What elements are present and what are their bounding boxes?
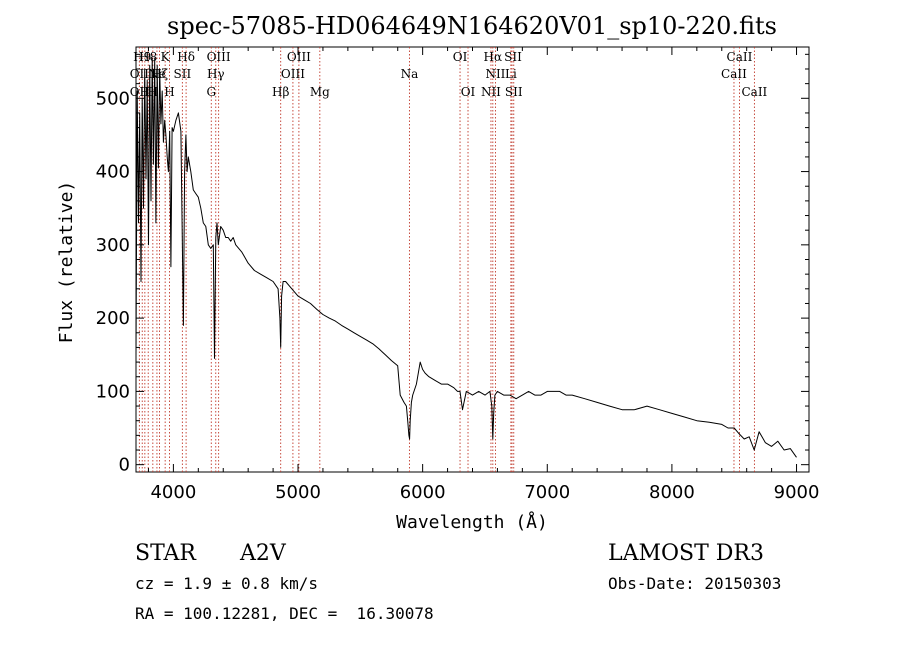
line-label: H8 bbox=[139, 50, 157, 64]
line-label: SII bbox=[174, 67, 192, 81]
redshift-cz: cz = 1.9 ± 0.8 km/s bbox=[135, 574, 318, 593]
chart-title: spec-57085-HD064649N164620V01_sp10-220.f… bbox=[167, 12, 777, 40]
x-tick-label: 6000 bbox=[400, 482, 446, 503]
plot-frame bbox=[135, 46, 810, 473]
line-label: OIII bbox=[281, 67, 305, 81]
y-tick-label: 0 bbox=[119, 455, 130, 476]
plot-border bbox=[135, 46, 810, 473]
survey-name: LAMOST DR3 bbox=[608, 541, 764, 566]
line-label: SII bbox=[504, 50, 522, 64]
line-label: Na bbox=[401, 67, 419, 81]
coordinates: RA = 100.12281, DEC = 16.30078 bbox=[135, 604, 434, 623]
x-tick-label: 4000 bbox=[150, 482, 196, 503]
line-label: CaII bbox=[727, 50, 753, 64]
y-tick-label: 500 bbox=[96, 88, 130, 109]
y-axis-label: Flux (relative) bbox=[56, 181, 77, 344]
line-label: Li bbox=[505, 67, 517, 81]
y-tick-label: 200 bbox=[96, 308, 130, 329]
line-label: CaII bbox=[741, 85, 767, 99]
line-label: H bbox=[164, 85, 174, 99]
line-label: CaII bbox=[721, 67, 747, 81]
y-tick-label: 300 bbox=[96, 235, 130, 256]
line-label: OIII bbox=[207, 50, 231, 64]
axis-ticks: 4000 5000 6000 7000 8000 9000 0 100 200 300 400 500 bbox=[96, 47, 820, 503]
line-label: SII bbox=[505, 85, 523, 99]
line-label: OI bbox=[461, 85, 476, 99]
line-label: Hγ bbox=[207, 67, 225, 81]
observation-date: Obs-Date: 20150303 bbox=[608, 574, 781, 593]
line-label: NII bbox=[485, 67, 505, 81]
x-axis-label: Wavelength (Å) bbox=[396, 511, 548, 533]
line-label: OIII bbox=[287, 50, 311, 64]
x-tick-label: 8000 bbox=[649, 482, 695, 503]
y-tick-label: 100 bbox=[96, 381, 130, 402]
x-tick-label: 7000 bbox=[524, 482, 570, 503]
spectrum-line bbox=[135, 57, 797, 458]
line-label: NII bbox=[481, 85, 501, 99]
line-label: Hα bbox=[484, 50, 503, 64]
line-label: Hδ bbox=[177, 50, 195, 64]
spectrum-series bbox=[135, 57, 797, 458]
spectral-class: A2V bbox=[239, 541, 287, 566]
line-label: H9 bbox=[133, 50, 151, 64]
line-label: G bbox=[206, 85, 216, 99]
reference-lines bbox=[138, 47, 755, 472]
line-label: Hβ bbox=[272, 85, 289, 99]
x-tick-label: 9000 bbox=[774, 482, 820, 503]
x-tick-label: 5000 bbox=[275, 482, 321, 503]
line-label: Mg bbox=[310, 85, 330, 99]
object-type: STAR bbox=[135, 541, 197, 566]
y-tick-label: 400 bbox=[96, 162, 130, 183]
line-label: K bbox=[161, 50, 171, 64]
line-label: OI bbox=[453, 50, 468, 64]
